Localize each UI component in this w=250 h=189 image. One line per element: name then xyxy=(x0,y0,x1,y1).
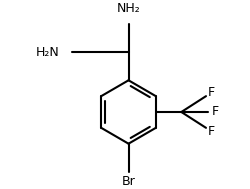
Text: H₂N: H₂N xyxy=(36,46,60,59)
Text: F: F xyxy=(208,86,215,99)
Text: F: F xyxy=(208,125,215,138)
Text: Br: Br xyxy=(122,175,136,188)
Text: NH₂: NH₂ xyxy=(117,2,140,15)
Text: F: F xyxy=(211,105,218,119)
